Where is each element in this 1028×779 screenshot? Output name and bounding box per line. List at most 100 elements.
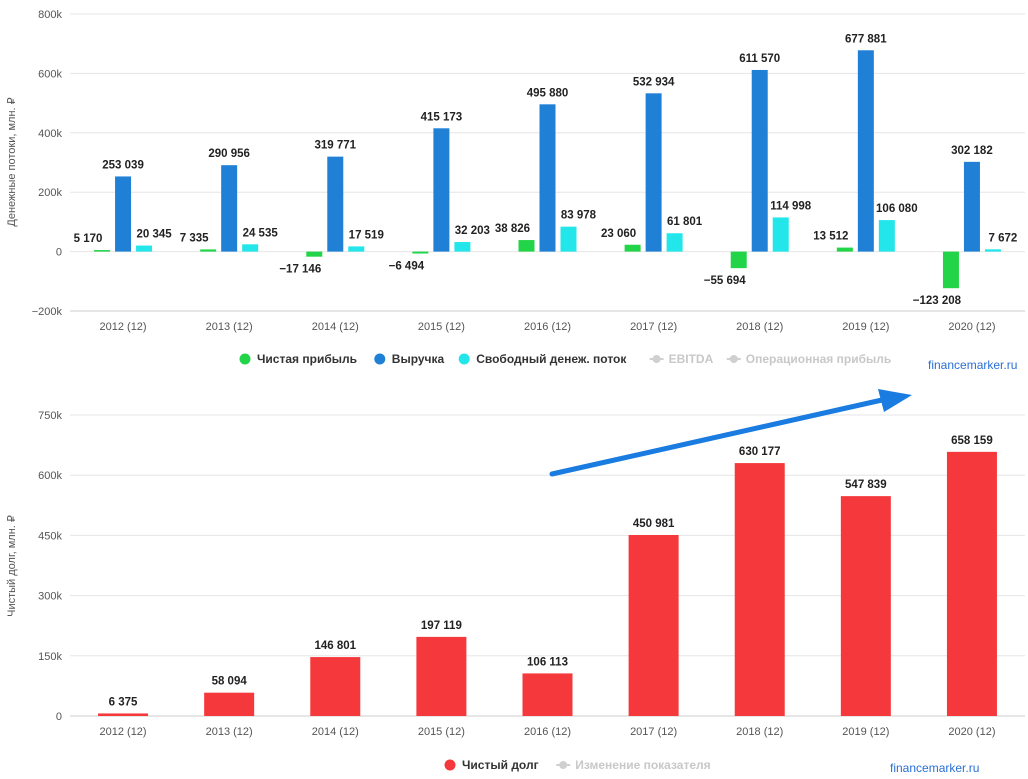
- data-label: 450 981: [633, 518, 675, 530]
- bar[interactable]: [840, 496, 891, 716]
- y-tick-label: −200k: [32, 306, 63, 318]
- data-label: 13 512: [813, 231, 848, 243]
- data-label: 23 060: [601, 228, 636, 240]
- y-tick-label: 450k: [38, 530, 62, 542]
- legend-item[interactable]: Выручка: [392, 352, 445, 366]
- data-label: 58 094: [212, 676, 248, 688]
- legend-item-inactive[interactable]: EBITDA: [669, 352, 714, 366]
- data-label: 17 519: [349, 229, 384, 241]
- bar[interactable]: [539, 104, 556, 252]
- y-tick-label: 0: [56, 247, 62, 259]
- legend-item[interactable]: Чистая прибыль: [257, 352, 357, 366]
- data-label: 677 881: [845, 33, 887, 45]
- bar[interactable]: [666, 233, 683, 252]
- net-debt-legend: Чистый долг Изменение показателя: [444, 758, 711, 772]
- legend-item[interactable]: Свободный денеж. поток: [476, 352, 627, 366]
- cashflow-y-axis-title: Денежные потоки, млн. ₽: [6, 97, 18, 226]
- bar[interactable]: [734, 463, 785, 716]
- x-tick-label: 2019 (12): [842, 726, 889, 738]
- net-debt-y-axis-title: Чистый долг, млн. ₽: [6, 515, 18, 617]
- legend-marker[interactable]: [239, 353, 251, 365]
- data-label: 532 934: [633, 76, 675, 88]
- data-label: 24 535: [243, 227, 279, 239]
- bar[interactable]: [242, 244, 259, 252]
- y-tick-label: 300k: [38, 591, 62, 603]
- data-label: 61 801: [667, 216, 703, 228]
- y-tick-label: 750k: [38, 410, 62, 422]
- bar[interactable]: [560, 226, 577, 252]
- legend-marker-inactive-dot[interactable]: [559, 761, 568, 769]
- bar[interactable]: [751, 69, 768, 252]
- bar[interactable]: [857, 50, 874, 252]
- data-label: 83 978: [561, 210, 597, 222]
- data-label: 611 570: [739, 53, 780, 65]
- legend-marker[interactable]: [444, 759, 456, 771]
- data-label: −55 694: [704, 275, 746, 287]
- data-label: −17 146: [279, 264, 321, 276]
- data-label: −123 208: [913, 295, 962, 307]
- bar[interactable]: [730, 251, 747, 269]
- bar[interactable]: [942, 251, 959, 289]
- data-label: 290 956: [208, 148, 250, 160]
- data-label: 20 345: [136, 229, 172, 241]
- bar[interactable]: [221, 165, 238, 252]
- bar[interactable]: [348, 246, 365, 252]
- bar[interactable]: [963, 161, 980, 252]
- cashflow-chart: Денежные потоки, млн. ₽ 5 170 7 335 −17 14…: [6, 9, 1025, 372]
- bar[interactable]: [204, 692, 255, 716]
- x-tick-label: 2014 (12): [312, 321, 359, 333]
- legend-item-inactive[interactable]: Изменение показателя: [575, 758, 710, 772]
- bar[interactable]: [98, 713, 149, 716]
- bar[interactable]: [522, 673, 573, 716]
- bar[interactable]: [772, 217, 789, 252]
- data-label: 253 039: [102, 159, 144, 171]
- legend-marker-inactive-dot[interactable]: [729, 355, 738, 363]
- x-tick-label: 2013 (12): [206, 726, 253, 738]
- bar[interactable]: [518, 240, 535, 252]
- cashflow-legend: Чистая прибыль Выручка Свободный денеж. по…: [239, 352, 891, 366]
- bar[interactable]: [628, 535, 679, 716]
- legend-marker-inactive-dot[interactable]: [652, 355, 661, 363]
- data-label: 114 998: [770, 200, 812, 212]
- bar[interactable]: [115, 176, 132, 252]
- trend-arrow: [549, 389, 912, 477]
- x-tick-label: 2016 (12): [524, 321, 571, 333]
- bar[interactable]: [136, 245, 153, 252]
- bar[interactable]: [454, 242, 471, 252]
- data-label: 146 801: [314, 640, 356, 652]
- legend-marker[interactable]: [374, 353, 386, 365]
- bar[interactable]: [412, 251, 429, 254]
- bar[interactable]: [836, 247, 853, 252]
- x-tick-label: 2015 (12): [418, 321, 465, 333]
- legend-item[interactable]: Чистый долг: [462, 758, 539, 772]
- data-label: −6 494: [389, 261, 425, 273]
- bar[interactable]: [310, 657, 361, 716]
- bar[interactable]: [946, 451, 997, 716]
- x-tick-label: 2012 (12): [100, 321, 147, 333]
- data-label: 5 170: [74, 233, 103, 245]
- data-label: 495 880: [527, 87, 569, 99]
- legend-marker[interactable]: [458, 353, 470, 365]
- y-tick-label: 200k: [38, 187, 62, 199]
- data-label: 547 839: [845, 479, 887, 491]
- bar[interactable]: [94, 250, 111, 252]
- bar[interactable]: [200, 249, 217, 252]
- data-label: 6 375: [109, 696, 138, 708]
- data-label: 38 826: [495, 223, 530, 235]
- bar[interactable]: [624, 244, 641, 252]
- legend-item-inactive[interactable]: Операционная прибыль: [746, 352, 891, 366]
- bar[interactable]: [416, 636, 467, 716]
- bar[interactable]: [645, 93, 662, 252]
- bar[interactable]: [306, 251, 323, 257]
- y-tick-label: 150k: [38, 651, 62, 663]
- x-tick-label: 2017 (12): [630, 321, 677, 333]
- bar[interactable]: [984, 249, 1001, 252]
- bar[interactable]: [433, 128, 450, 252]
- y-tick-label: 600k: [38, 68, 62, 80]
- bar[interactable]: [327, 156, 344, 252]
- bar[interactable]: [878, 220, 895, 252]
- data-label: 106 080: [876, 203, 918, 215]
- data-label: 7 335: [180, 232, 209, 244]
- data-label: 415 173: [421, 111, 463, 123]
- x-tick-label: 2013 (12): [206, 321, 253, 333]
